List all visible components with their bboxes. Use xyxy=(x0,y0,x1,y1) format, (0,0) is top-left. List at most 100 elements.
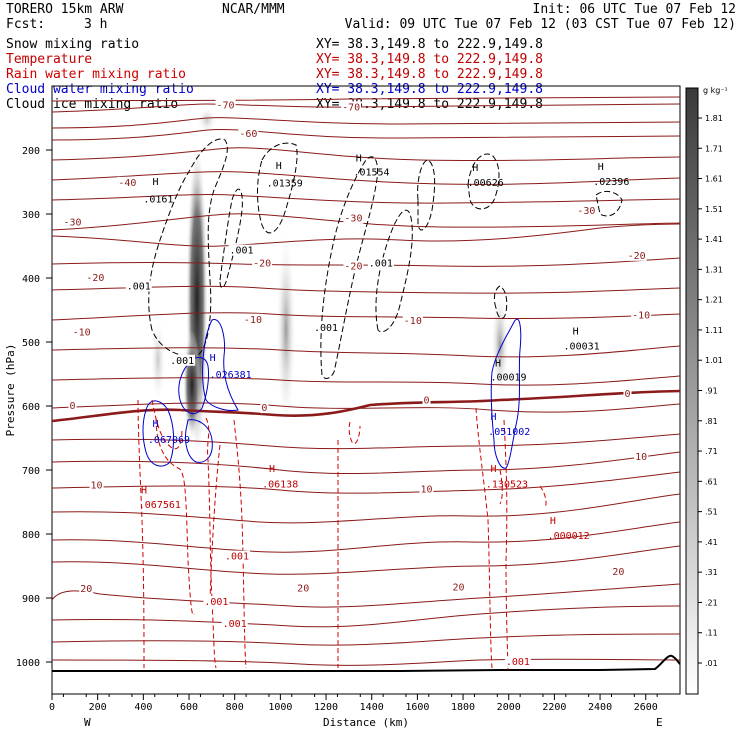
temperature-contour-label-bg xyxy=(117,176,138,188)
temperature-contour-label-bg xyxy=(68,400,77,412)
y-tick-label: 500 xyxy=(22,338,40,349)
colorbar-tick-label: 1.21 xyxy=(705,296,723,305)
maximum-value-label: .067069 xyxy=(148,435,190,446)
x-tick-label: 1600 xyxy=(405,702,429,713)
temperature-contour-label-bg xyxy=(252,257,273,269)
mixing-ratio-contour-label-bg xyxy=(221,617,248,629)
freezing-level-contour xyxy=(52,389,680,423)
maximum-marker: H xyxy=(210,353,216,364)
mixing-ratio-contour-label-bg xyxy=(367,257,394,269)
temperature-contour-label: 20 xyxy=(612,567,624,578)
snow-shading-west xyxy=(150,315,166,405)
colorbar-tick-label: .11 xyxy=(705,629,718,638)
y-tick-label: 700 xyxy=(22,466,40,477)
y-axis: 200 300 400 500 600 700 800 900 1000 xyxy=(16,146,52,669)
mixing-ratio-contour-label-bg xyxy=(125,280,152,292)
maximum-marker: H xyxy=(495,358,501,369)
y-tick-label: 600 xyxy=(22,402,40,413)
y-tick-label: 400 xyxy=(22,274,40,285)
temperature-contour-label-bg xyxy=(62,216,83,228)
snow-shading-peak xyxy=(183,330,201,440)
temperature-contour-label-bg xyxy=(451,581,466,593)
temperature-contour-label-bg xyxy=(626,249,647,261)
temperature-contour-label-bg xyxy=(402,315,423,327)
x-axis: 0 200 400 600 800 1000 1200 1400 1600 1800 2000 220… xyxy=(49,694,658,713)
x-axis-left-end: W xyxy=(84,716,91,729)
maximum-marker: H xyxy=(356,154,362,165)
mixing-ratio-contour-label: .001 xyxy=(225,552,249,563)
maximum-value-label: .02396 xyxy=(593,177,629,188)
temperature-contour-label-bg xyxy=(623,388,632,400)
x-tick-label: 2200 xyxy=(542,702,566,713)
colorbar-tick-label: 1.31 xyxy=(705,265,723,274)
mixing-ratio-contour-label: .001 xyxy=(506,657,530,668)
maximum-marker: H xyxy=(276,161,282,172)
maximum-value-label: .051002 xyxy=(488,427,530,438)
y-tick-label: 800 xyxy=(22,530,40,541)
colorbar-tick-label: .41 xyxy=(705,538,718,547)
maximum-value-label: .01554 xyxy=(353,168,389,179)
maximum-marker: H xyxy=(472,163,478,174)
temperature-contour-label-bg xyxy=(215,99,236,111)
field-name-0: Snow mixing ratio xyxy=(6,37,139,52)
temperature-contour-label: 20 xyxy=(452,582,464,593)
field-name-1: Temperature xyxy=(6,52,92,67)
temperature-contours-lower xyxy=(52,433,680,666)
temperature-contour-label: 10 xyxy=(420,484,432,495)
maximum-value-label: .067561 xyxy=(139,500,181,511)
temperature-contour-label: 0 xyxy=(424,395,430,406)
snow-shading-east xyxy=(491,290,509,400)
mixing-ratio-contour-label-bg xyxy=(169,354,196,366)
temperature-contour-label-bg xyxy=(238,128,259,140)
field-xy-2: XY= 38.3,149.8 to 222.9,149.8 xyxy=(316,67,543,82)
maximum-marker: H xyxy=(490,412,496,423)
temperature-contour-label: -40 xyxy=(118,178,136,189)
plot-frame xyxy=(51,85,681,695)
mixing-ratio-contour-label-bg xyxy=(223,550,250,562)
mixing-ratio-contour-label-bg xyxy=(203,596,230,608)
maximum-marker: H xyxy=(573,326,579,337)
x-tick-label: 1400 xyxy=(360,702,384,713)
mixing-ratio-contour-label-bg xyxy=(313,322,340,334)
temperature-contour-label-bg xyxy=(611,565,626,577)
maximum-marker: H xyxy=(141,486,147,497)
temperature-contour-label-bg xyxy=(341,101,362,113)
x-tick-label: 200 xyxy=(89,702,107,713)
temperature-contour-label: 0 xyxy=(261,403,267,414)
y-tick-label: 1000 xyxy=(16,658,40,669)
temperature-contour-label-bg xyxy=(79,583,94,595)
colorbar: g kg⁻¹ 1.811.711.611.511.411.311.211.111… xyxy=(685,86,728,695)
mixing-ratio-contour-label: .001 xyxy=(314,323,338,334)
forecast-value: 3 h xyxy=(84,17,107,32)
colorbar-tick-label: .91 xyxy=(705,387,718,396)
maximum-marker: H xyxy=(490,464,496,475)
colorbar-tick-label: .71 xyxy=(705,447,718,456)
temperature-contour-label: -20 xyxy=(628,251,646,262)
x-tick-label: 0 xyxy=(49,702,55,713)
temperature-contour-label: -30 xyxy=(344,214,362,225)
x-tick-label: 1800 xyxy=(451,702,475,713)
forecast-label: Fcst: xyxy=(6,17,45,32)
colorbar-tick-label: 1.01 xyxy=(705,356,723,365)
temperature-contour-label: 0 xyxy=(624,389,630,400)
temperature-contour-label: -10 xyxy=(73,328,91,339)
maximum-marker: H xyxy=(152,419,158,430)
ice-shading-top xyxy=(197,106,217,134)
maximum-value-label: .000012 xyxy=(548,531,590,542)
mixing-ratio-contour-label-bg xyxy=(504,656,531,668)
colorbar-tick-label: .21 xyxy=(705,598,718,607)
model-title: TORERO 15km ARW xyxy=(6,2,124,17)
mixing-ratio-contour-label: .001 xyxy=(170,356,194,367)
temperature-contour-label: -60 xyxy=(239,129,257,140)
contour-labels: -70 -70 -60 -40 -30 -30 -30 -20 -20 -20 -20 -10 -10 -… xyxy=(62,99,652,668)
colorbar-ramp xyxy=(685,87,699,695)
x-tick-label: 1200 xyxy=(314,702,338,713)
mixing-ratio-contour-label: .001 xyxy=(223,619,247,630)
temperature-contours xyxy=(52,96,680,413)
temperature-contour-label-bg xyxy=(422,394,431,406)
temperature-contour-label-bg xyxy=(242,313,263,325)
colorbar-tick-label: 1.71 xyxy=(705,144,723,153)
temperature-contour-label: 0 xyxy=(70,401,76,412)
temperature-contour-label-bg xyxy=(89,479,104,491)
maximum-value-label: .00019 xyxy=(490,372,526,383)
